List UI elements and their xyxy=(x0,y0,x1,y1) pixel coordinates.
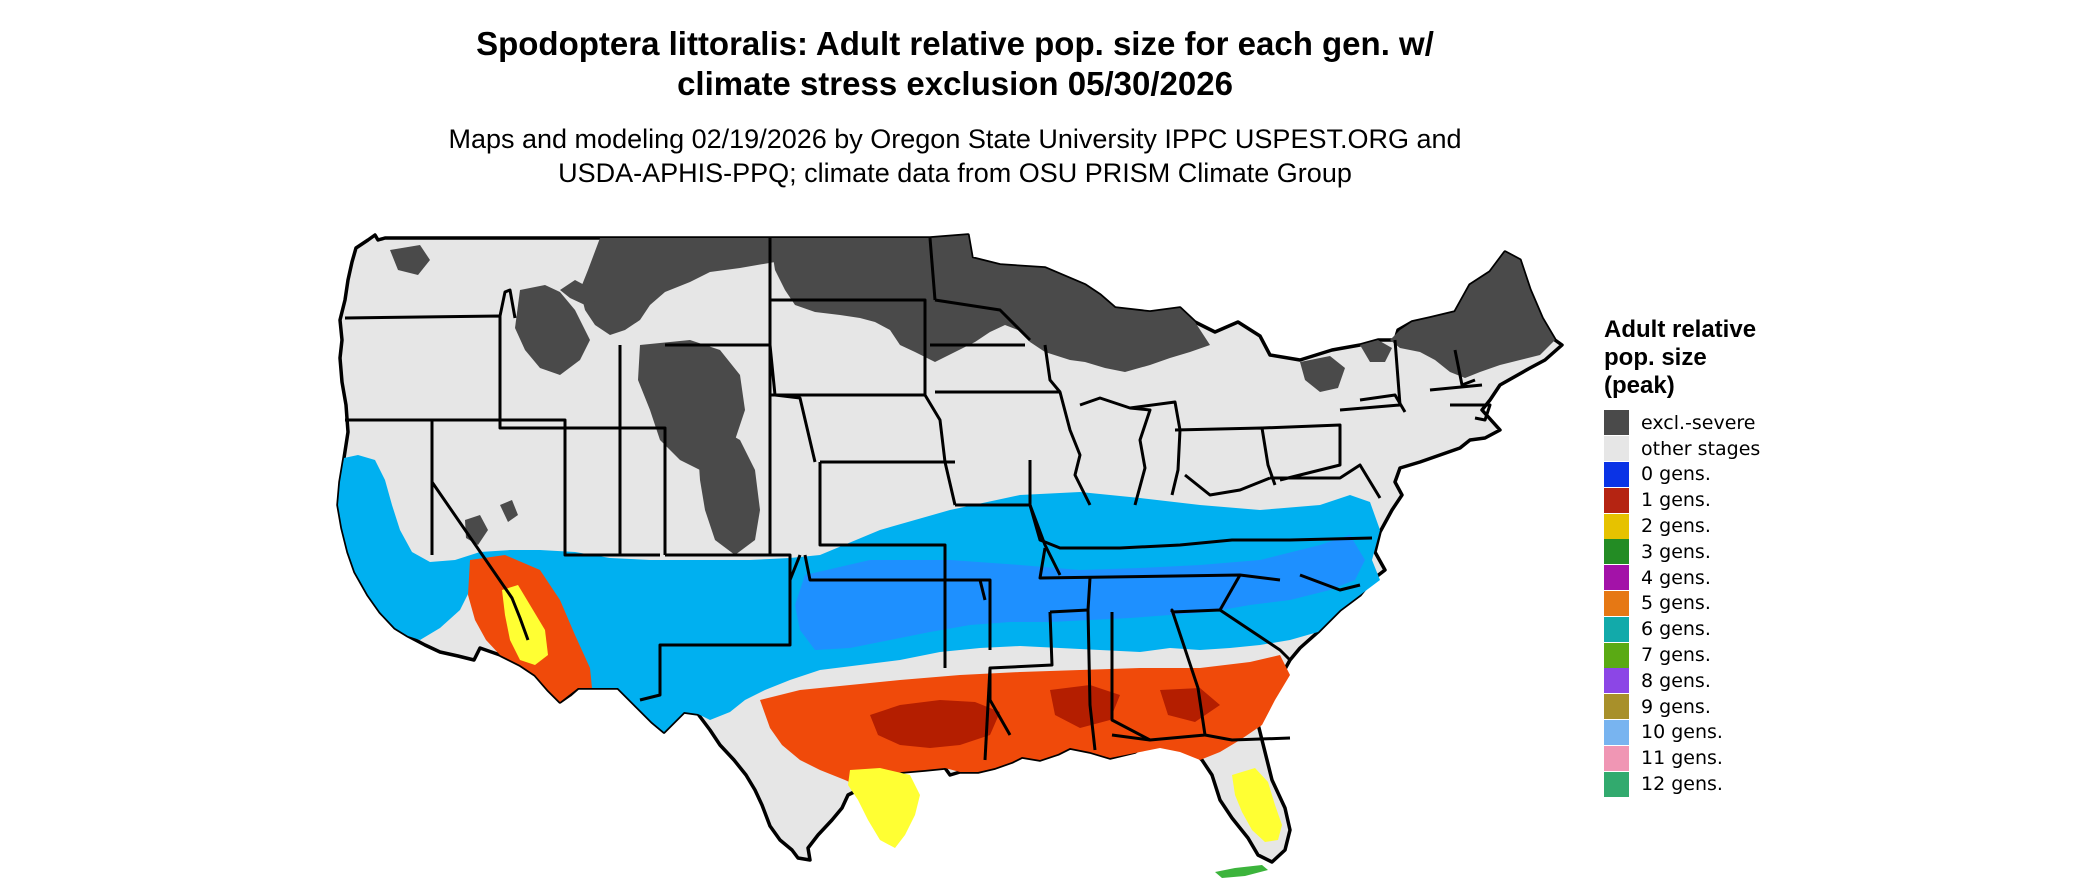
legend-swatch xyxy=(1604,436,1629,462)
legend-list: excl.-severe other stages 0 gens. 1 gens. 2 … xyxy=(1604,410,1824,797)
dark-red-patches xyxy=(870,685,1220,748)
green-keys xyxy=(1215,865,1268,878)
legend-item: 5 gens. xyxy=(1604,590,1824,617)
legend-title-line-3: (peak) xyxy=(1604,372,1675,399)
legend-swatch xyxy=(1604,590,1629,616)
legend-item: 3 gens. xyxy=(1604,539,1824,565)
legend-label: 6 gens. xyxy=(1641,618,1711,641)
legend-swatch xyxy=(1604,668,1629,694)
legend-item: 6 gens. xyxy=(1604,616,1824,642)
legend-swatch xyxy=(1604,513,1629,539)
legend-label: excl.-severe xyxy=(1641,411,1756,434)
legend-title-line-2: pop. size xyxy=(1604,344,1707,371)
legend-label: 0 gens. xyxy=(1641,463,1711,486)
subtitle-line-1: Maps and modeling 02/19/2026 by Oregon S… xyxy=(448,124,1462,154)
legend-label: 8 gens. xyxy=(1641,669,1711,692)
mid-blue-zone xyxy=(795,535,1365,650)
legend-item: 8 gens. xyxy=(1604,668,1824,694)
legend-swatch xyxy=(1604,745,1629,771)
map-legend: Adult relative pop. size (peak) excl.-se… xyxy=(1604,316,1824,797)
legend-item: 4 gens. xyxy=(1604,565,1824,591)
title-line-2: climate stress exclusion 05/30/2026 xyxy=(677,65,1233,102)
legend-title: Adult relative pop. size (peak) xyxy=(1604,316,1824,400)
legend-item: 11 gens. xyxy=(1604,745,1824,771)
map-subtitle: Maps and modeling 02/19/2026 by Oregon S… xyxy=(330,122,1580,190)
legend-swatch xyxy=(1604,694,1629,720)
legend-title-line-1: Adult relative xyxy=(1604,316,1757,343)
legend-label: 9 gens. xyxy=(1641,695,1711,718)
legend-label: 4 gens. xyxy=(1641,566,1711,589)
legend-item: 7 gens. xyxy=(1604,642,1824,668)
state-borders xyxy=(344,237,1492,761)
legend-label: other stages xyxy=(1641,437,1761,460)
legend-label: 7 gens. xyxy=(1641,644,1711,667)
legend-item: 0 gens. xyxy=(1604,461,1824,488)
legend-swatch xyxy=(1604,565,1629,591)
legend-swatch xyxy=(1604,719,1629,745)
legend-label: 5 gens. xyxy=(1641,592,1711,615)
legend-swatch xyxy=(1604,539,1629,565)
legend-label: 12 gens. xyxy=(1641,773,1723,796)
legend-label: 11 gens. xyxy=(1641,747,1723,770)
legend-label: 10 gens. xyxy=(1641,721,1723,744)
legend-swatch xyxy=(1604,616,1629,642)
title-line-1: Spodoptera littoralis: Adult relative po… xyxy=(476,25,1434,62)
legend-swatch xyxy=(1604,771,1629,797)
legend-swatch xyxy=(1604,410,1629,436)
yellow-zone-texas xyxy=(848,768,920,848)
legend-label: 1 gens. xyxy=(1641,489,1711,512)
yellow-zone-florida xyxy=(1232,768,1282,842)
legend-item: 2 gens. xyxy=(1604,513,1824,539)
legend-item: 10 gens. xyxy=(1604,719,1824,746)
legend-item: other stages xyxy=(1604,436,1824,462)
legend-item: excl.-severe xyxy=(1604,410,1824,436)
excluded-regions xyxy=(390,235,1555,555)
legend-swatch xyxy=(1604,487,1629,513)
legend-item: 12 gens. xyxy=(1604,771,1824,797)
legend-label: 2 gens. xyxy=(1641,515,1711,538)
legend-swatch xyxy=(1604,461,1629,487)
subtitle-line-2: USDA-APHIS-PPQ; climate data from OSU PR… xyxy=(558,158,1352,188)
legend-item: 1 gens. xyxy=(1604,487,1824,513)
legend-item: 9 gens. xyxy=(1604,694,1824,720)
legend-label: 3 gens. xyxy=(1641,540,1711,563)
map-title: Spodoptera littoralis: Adult relative po… xyxy=(330,24,1580,104)
red-orange-zone xyxy=(760,655,1290,788)
legend-swatch xyxy=(1604,642,1629,668)
